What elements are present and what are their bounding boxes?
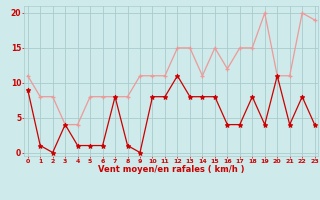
X-axis label: Vent moyen/en rafales ( km/h ): Vent moyen/en rafales ( km/h ) — [98, 165, 244, 174]
